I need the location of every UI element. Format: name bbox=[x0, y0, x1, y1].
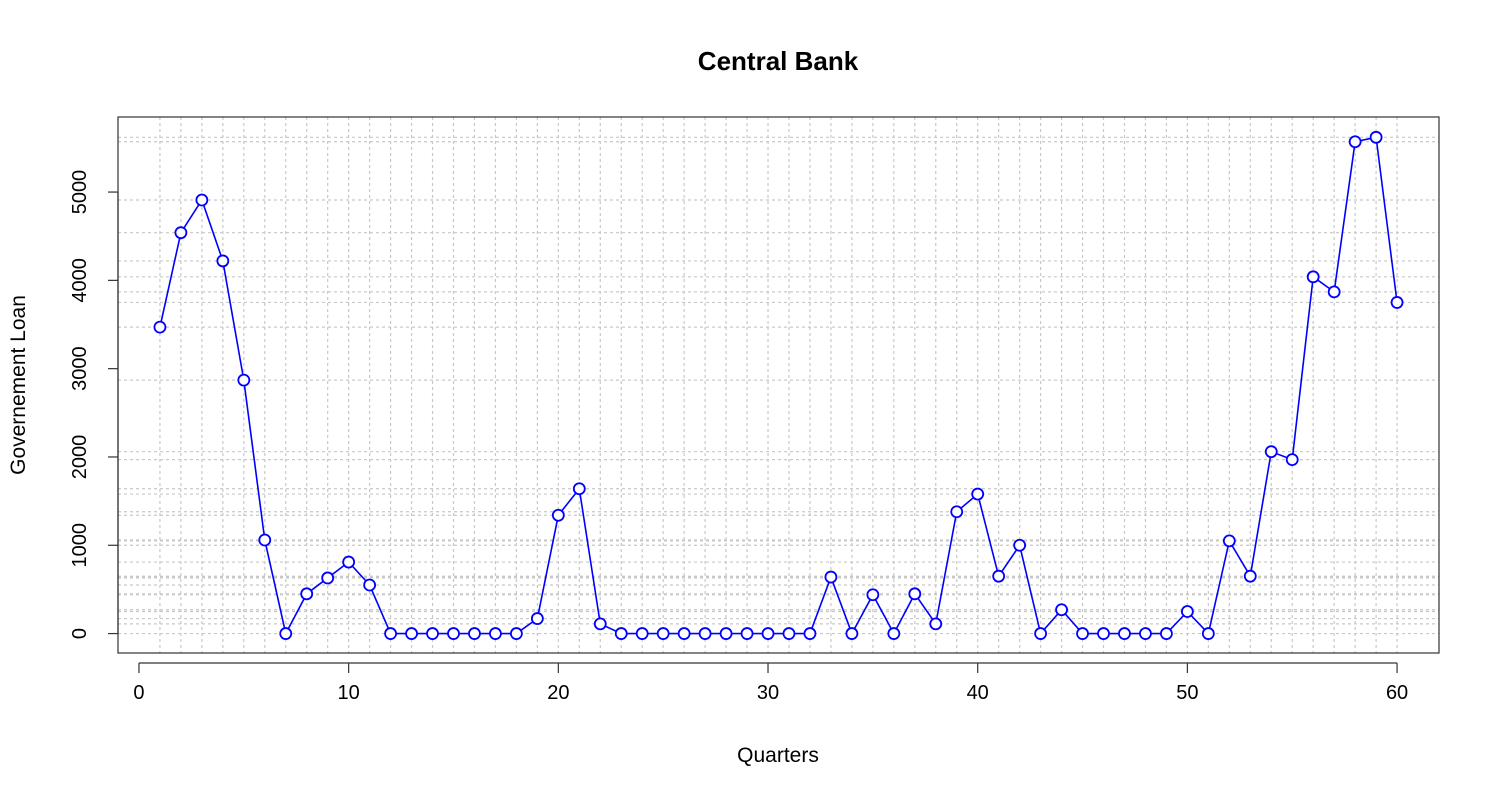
data-point bbox=[1139, 627, 1152, 640]
vertical-gridlines bbox=[159, 117, 1398, 653]
data-point bbox=[1327, 285, 1341, 299]
data-point bbox=[593, 617, 607, 631]
y-tick-label: 2000 bbox=[69, 435, 91, 480]
data-point bbox=[216, 254, 230, 268]
data-point bbox=[782, 627, 796, 640]
data-point bbox=[1180, 605, 1194, 618]
data-point bbox=[1348, 135, 1362, 149]
chart-title: Central Bank bbox=[698, 46, 859, 76]
x-tick-label: 60 bbox=[1386, 682, 1408, 704]
data-point bbox=[1264, 445, 1278, 459]
x-tick-label: 30 bbox=[757, 682, 779, 704]
data-point bbox=[195, 193, 209, 207]
data-point bbox=[509, 627, 523, 640]
data-point bbox=[300, 587, 314, 601]
data-point bbox=[447, 627, 460, 640]
data-point bbox=[971, 487, 985, 501]
data-point bbox=[551, 508, 565, 522]
x-axis: 0 10 20 30 40 50 60 bbox=[133, 662, 1408, 704]
data-point bbox=[426, 627, 439, 640]
data-point bbox=[321, 571, 335, 585]
x-tick-label: 20 bbox=[547, 682, 569, 704]
data-point bbox=[908, 587, 922, 601]
y-tick-label: 3000 bbox=[69, 346, 91, 391]
data-point bbox=[677, 627, 691, 640]
data-point bbox=[1076, 627, 1089, 640]
data-point bbox=[1097, 627, 1110, 640]
x-axis-label: Quarters bbox=[737, 744, 819, 767]
data-point bbox=[572, 482, 586, 496]
data-point bbox=[174, 226, 188, 240]
data-point bbox=[1201, 627, 1215, 640]
data-point bbox=[1369, 130, 1383, 144]
data-point bbox=[1160, 627, 1173, 640]
data-point bbox=[237, 373, 251, 387]
data-point bbox=[929, 617, 943, 631]
data-series bbox=[153, 130, 1404, 640]
data-point bbox=[468, 627, 481, 640]
y-tick-label: 1000 bbox=[69, 523, 91, 568]
y-axis: 0 1000 2000 3000 4000 5000 bbox=[69, 170, 119, 639]
data-point bbox=[845, 627, 859, 640]
y-tick-label: 0 bbox=[69, 628, 91, 639]
data-point bbox=[1390, 296, 1404, 309]
data-point bbox=[530, 612, 544, 625]
data-point bbox=[803, 627, 817, 640]
data-point bbox=[719, 627, 733, 640]
data-point bbox=[824, 570, 838, 584]
data-point bbox=[1222, 534, 1236, 548]
data-point bbox=[887, 627, 901, 640]
x-tick-label: 0 bbox=[133, 682, 144, 704]
data-point bbox=[258, 533, 272, 547]
data-point bbox=[1118, 627, 1131, 640]
data-point bbox=[405, 627, 418, 640]
data-point bbox=[153, 320, 167, 334]
data-point bbox=[740, 627, 754, 640]
data-point bbox=[279, 627, 293, 640]
data-point bbox=[698, 627, 712, 640]
data-point bbox=[866, 588, 880, 602]
y-axis-label: Governement Loan bbox=[7, 295, 30, 475]
data-point bbox=[992, 569, 1006, 583]
data-point bbox=[363, 578, 377, 592]
data-point bbox=[1055, 603, 1068, 617]
data-point bbox=[656, 627, 670, 640]
data-point bbox=[950, 505, 964, 519]
plot-frame bbox=[117, 116, 1440, 654]
y-tick-label: 4000 bbox=[69, 258, 91, 303]
data-point bbox=[1013, 538, 1027, 552]
data-point bbox=[761, 627, 775, 640]
data-point bbox=[342, 555, 356, 569]
x-tick-label: 10 bbox=[338, 682, 360, 704]
x-tick-label: 50 bbox=[1176, 682, 1198, 704]
data-point bbox=[489, 627, 502, 640]
data-point bbox=[614, 627, 628, 640]
data-point bbox=[1285, 453, 1299, 467]
x-tick-label: 40 bbox=[967, 682, 989, 704]
horizontal-gridlines bbox=[118, 136, 1439, 635]
data-point bbox=[1306, 270, 1320, 284]
y-tick-label: 5000 bbox=[69, 170, 91, 215]
data-point bbox=[635, 627, 649, 640]
data-point bbox=[1243, 569, 1257, 583]
data-point bbox=[1034, 627, 1048, 640]
data-point bbox=[384, 627, 397, 640]
